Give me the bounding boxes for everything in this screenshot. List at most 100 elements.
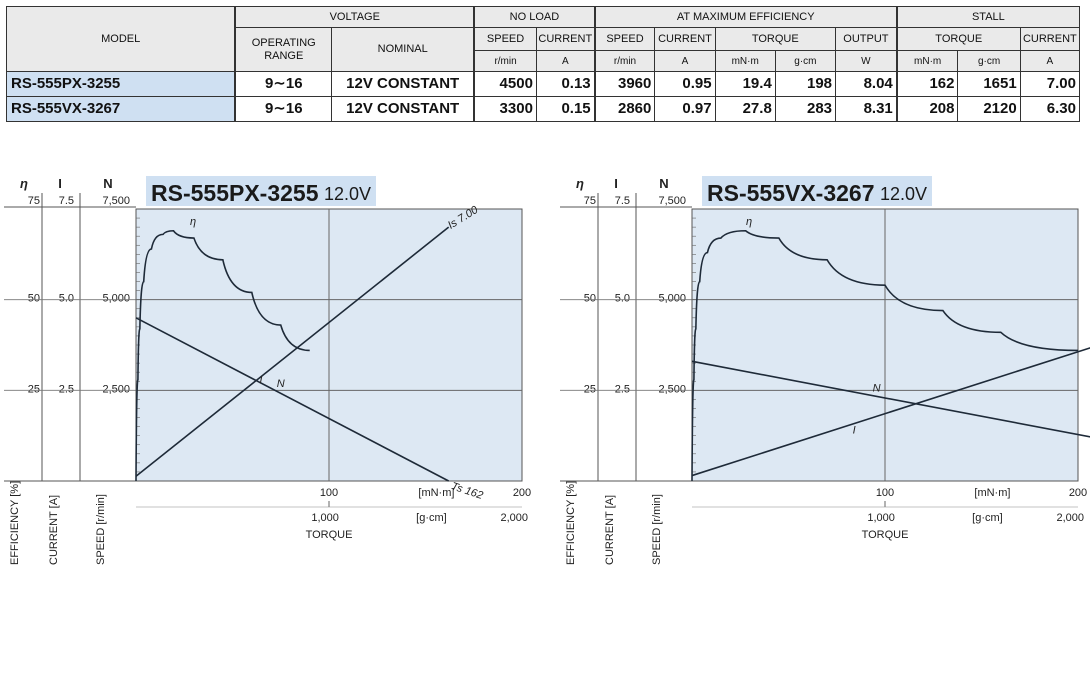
series-line-efficiency bbox=[135, 229, 310, 482]
axis-tick-label: 7,500 bbox=[658, 195, 686, 207]
x-tick-label-secondary: 1,000 bbox=[311, 512, 339, 524]
chart-rs-555vx-3267: RS-555VX-3267 12.0V η 75 50 25 EFFICIENCY [%] I… bbox=[560, 170, 1090, 570]
axis-tick-label: 75 bbox=[28, 195, 40, 207]
x-tick-label-secondary: 2,000 bbox=[1057, 512, 1085, 524]
header-me-current: CURRENT bbox=[654, 27, 716, 51]
header-me-torque: TORQUE bbox=[714, 27, 837, 51]
unit-me-output: W bbox=[835, 50, 898, 72]
spec-table: MODEL VOLTAGE NO LOAD AT MAXIMUM EFFICIE… bbox=[6, 6, 1081, 122]
title-box bbox=[702, 176, 932, 206]
cell-operating-range: 9∼16 bbox=[234, 96, 333, 122]
axis-tick-label: 50 bbox=[28, 293, 40, 305]
series-line-efficiency bbox=[691, 229, 1079, 482]
header-me-speed: SPEED bbox=[593, 27, 656, 51]
unit-nl-speed: r/min bbox=[473, 50, 537, 72]
x-unit-secondary: [g·cm] bbox=[416, 512, 447, 524]
axis-tick-label: 7.5 bbox=[615, 195, 630, 207]
axis-symbol: N bbox=[659, 176, 668, 191]
cell-st-current: 7.00 bbox=[1019, 71, 1081, 97]
axis-tick-label: 7,500 bbox=[102, 195, 130, 207]
header-row-1: MODEL VOLTAGE NO LOAD AT MAXIMUM EFFICIE… bbox=[6, 6, 1080, 72]
unit-me-current: A bbox=[654, 50, 716, 72]
cell-me-speed: 3960 bbox=[593, 71, 656, 97]
unit-nl-current: A bbox=[535, 50, 596, 72]
unit-me-speed: r/min bbox=[593, 50, 656, 72]
axis-tick-label: 2.5 bbox=[615, 383, 630, 395]
header-no-load: NO LOAD bbox=[473, 6, 596, 28]
series-label: η bbox=[746, 216, 752, 228]
chart-title: RS-555PX-3255 bbox=[151, 180, 319, 206]
axis-tick-label: 5,000 bbox=[102, 293, 130, 305]
series-label: N bbox=[873, 383, 881, 395]
cell-me-speed: 2860 bbox=[593, 96, 656, 122]
cell-st-torque-gcm: 2120 bbox=[957, 96, 1021, 122]
axis-name: EFFICIENCY [%] bbox=[9, 481, 21, 565]
header-nl-speed: SPEED bbox=[473, 27, 537, 51]
series-line-current bbox=[691, 347, 1090, 477]
cell-nl-current: 0.13 bbox=[535, 71, 596, 97]
x-unit-secondary: [g·cm] bbox=[972, 512, 1003, 524]
series-label: η bbox=[190, 216, 196, 228]
stall-torque-label: Ts 162 bbox=[450, 480, 485, 501]
header-nominal: NOMINAL bbox=[331, 27, 475, 72]
header-stall: STALL bbox=[895, 6, 1080, 28]
axis-name: SPEED [r/min] bbox=[95, 494, 107, 565]
axis-tick-label: 50 bbox=[584, 293, 596, 305]
cell-me-current: 0.95 bbox=[654, 71, 716, 97]
x-unit-primary: [mN·m] bbox=[974, 487, 1010, 499]
chart-rs-555px-3255: RS-555PX-3255 12.0V η 75 50 25 EFFICIENCY [%] I… bbox=[4, 170, 534, 570]
x-axis-title: TORQUE bbox=[306, 529, 353, 541]
cell-nl-speed: 3300 bbox=[473, 96, 537, 122]
axis-name: EFFICIENCY [%] bbox=[565, 481, 577, 565]
x-tick-label: 100 bbox=[320, 487, 338, 499]
table-row: RS-555PX-3255 9∼16 12V CONSTANT 4500 0.1… bbox=[6, 71, 1081, 97]
x-axis-title: TORQUE bbox=[862, 529, 909, 541]
cell-me-output: 8.04 bbox=[835, 71, 898, 97]
x-tick-label-secondary: 2,000 bbox=[501, 512, 529, 524]
header-model: MODEL bbox=[6, 6, 236, 72]
cell-st-torque-mnm: 162 bbox=[895, 71, 959, 97]
series-line-current bbox=[135, 226, 450, 477]
x-tick-label: 200 bbox=[513, 487, 531, 499]
x-tick-label: 200 bbox=[1069, 487, 1087, 499]
axis-name: CURRENT [A] bbox=[48, 495, 60, 565]
series-line-speed bbox=[691, 360, 1090, 438]
header-st-torque: TORQUE bbox=[895, 27, 1021, 51]
cell-me-torque-gcm: 283 bbox=[774, 96, 837, 122]
header-me-output: OUTPUT bbox=[835, 27, 898, 51]
axis-tick-label: 5.0 bbox=[59, 293, 74, 305]
axis-tick-label: 25 bbox=[28, 383, 40, 395]
axis-symbol: η bbox=[576, 176, 584, 191]
chart-title: RS-555VX-3267 bbox=[707, 180, 875, 206]
axis-tick-label: 2.5 bbox=[59, 383, 74, 395]
series-label: N bbox=[277, 378, 285, 390]
cell-nominal: 12V CONSTANT bbox=[331, 96, 475, 122]
cell-nl-speed: 4500 bbox=[473, 71, 537, 97]
axis-tick-label: 5.0 bbox=[615, 293, 630, 305]
cell-st-torque-gcm: 1651 bbox=[957, 71, 1021, 97]
header-st-current: CURRENT bbox=[1019, 27, 1081, 51]
cell-me-torque-mnm: 27.8 bbox=[714, 96, 776, 122]
chart-subtitle: 12.0V bbox=[324, 184, 371, 204]
series-label: I bbox=[259, 375, 262, 387]
x-tick-label: 100 bbox=[876, 487, 894, 499]
title-box bbox=[146, 176, 376, 206]
axis-name: SPEED [r/min] bbox=[651, 494, 663, 565]
cell-st-torque-mnm: 208 bbox=[895, 96, 959, 122]
cell-me-torque-gcm: 198 bbox=[774, 71, 837, 97]
header-nl-current: CURRENT bbox=[535, 27, 596, 51]
x-tick-label-secondary: 1,000 bbox=[867, 512, 895, 524]
series-label: I bbox=[853, 424, 856, 436]
cell-model: RS-555VX-3267 bbox=[6, 96, 236, 122]
axis-tick-label: 75 bbox=[584, 195, 596, 207]
axis-symbol: I bbox=[614, 176, 618, 191]
header-row-2: OPERATING RANGE NOMINAL SPEED CURRENT SP… bbox=[7, 27, 1081, 72]
axis-symbol: η bbox=[20, 176, 28, 191]
axis-tick-label: 25 bbox=[584, 383, 596, 395]
cell-me-current: 0.97 bbox=[654, 96, 716, 122]
unit-me-torque-mnm: mN·m bbox=[714, 50, 776, 72]
chart-subtitle: 12.0V bbox=[880, 184, 927, 204]
axis-tick-label: 7.5 bbox=[59, 195, 74, 207]
